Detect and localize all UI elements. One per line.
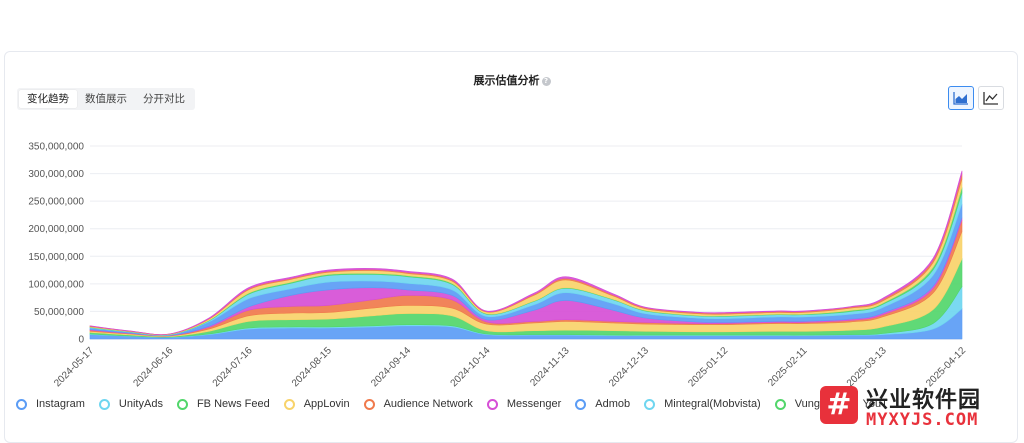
x-tick-label: 2024-12-13: [607, 345, 651, 389]
area-chart-icon: [953, 92, 968, 105]
y-tick-label: 300,000,000: [28, 169, 84, 180]
legend-marker: [575, 398, 587, 410]
y-tick-label: 250,000,000: [28, 197, 84, 208]
legend-marker: [644, 398, 656, 410]
legend-label: FB News Feed: [196, 398, 270, 410]
x-tick-label: 2024-10-14: [449, 345, 493, 389]
tab-values[interactable]: 数值展示: [85, 93, 127, 105]
legend-label: Audience Network: [383, 398, 473, 410]
legend-item-unityads[interactable]: UnityAds: [98, 397, 163, 411]
legend-marker: [98, 398, 110, 410]
watermark: # 兴业软件园 MYXYJS.COM: [820, 382, 1016, 432]
x-tick-label: 2025-01-12: [686, 345, 730, 389]
y-tick-label: 0: [78, 335, 84, 346]
legend-label: Instagram: [36, 398, 85, 410]
legend-label: Messenger: [506, 398, 562, 410]
y-axis: 0 50,000,000 100,000,000 150,000,000 200,000…: [28, 142, 84, 346]
question-circle-icon[interactable]: ?: [541, 76, 551, 86]
x-tick-label: 2024-11-13: [528, 345, 572, 389]
tab-compare[interactable]: 分开对比: [143, 93, 185, 105]
line-chart-icon: [983, 92, 998, 105]
legend-item-audience-network[interactable]: Audience Network: [363, 397, 473, 411]
view-mode-tabs: 变化趋势 数值展示 分开对比: [17, 88, 195, 110]
legend-label: Mintegral(Mobvista): [664, 398, 761, 410]
legend-label: AppLovin: [303, 398, 350, 410]
line-chart-button[interactable]: [978, 86, 1004, 110]
tab-trend[interactable]: 变化趋势: [19, 90, 77, 108]
legend-item-fb-news-feed[interactable]: FB News Feed: [176, 397, 270, 411]
legend-marker: [486, 398, 498, 410]
y-tick-label: 350,000,000: [28, 142, 84, 153]
legend-item-applovin[interactable]: AppLovin: [283, 397, 350, 411]
x-tick-label: 2025-02-11: [766, 345, 810, 389]
chart-title-wrap: 展示估值分析?: [0, 72, 1024, 88]
y-tick-label: 50,000,000: [34, 307, 84, 318]
area-chart-button[interactable]: [948, 86, 974, 110]
area-series-unnamed-11[interactable]: [89, 170, 963, 335]
x-tick-label: 2024-08-15: [290, 345, 334, 389]
legend-label: Admob: [595, 398, 631, 410]
watermark-url: MYXYJS.COM: [866, 410, 979, 430]
y-tick-label: 200,000,000: [28, 224, 84, 235]
legend-item-admob[interactable]: Admob: [575, 397, 630, 411]
legend: Instagram UnityAds FB News Feed AppLovin Aud…: [16, 397, 902, 411]
legend-label: UnityAds: [118, 398, 163, 410]
legend-marker: [16, 398, 27, 410]
watermark-logo-mark: #: [820, 386, 858, 424]
x-tick-label: 2024-05-17: [52, 345, 96, 389]
legend-label: YouT: [862, 398, 888, 410]
chart-card: [4, 51, 1018, 443]
series-areas: [89, 170, 963, 340]
x-tick-label: 2024-07-16: [211, 345, 255, 389]
x-tick-label: 2024-06-16: [131, 345, 175, 389]
legend-marker: [176, 398, 188, 410]
x-tick-label: 2024-09-14: [369, 345, 413, 389]
chart-title: 展示估值分析: [473, 74, 540, 87]
watermark-name: 兴业软件园: [866, 388, 982, 413]
legend-marker: [774, 398, 786, 410]
legend-item-mintegral-mobvista-[interactable]: Mintegral(Mobvista): [644, 397, 761, 411]
y-tick-label: 100,000,000: [28, 279, 84, 290]
y-tick-label: 150,000,000: [28, 252, 84, 263]
legend-item-messenger[interactable]: Messenger: [486, 397, 562, 411]
legend-marker: [363, 398, 375, 410]
legend-marker: [283, 398, 295, 410]
legend-item-instagram[interactable]: Instagram: [16, 397, 85, 411]
